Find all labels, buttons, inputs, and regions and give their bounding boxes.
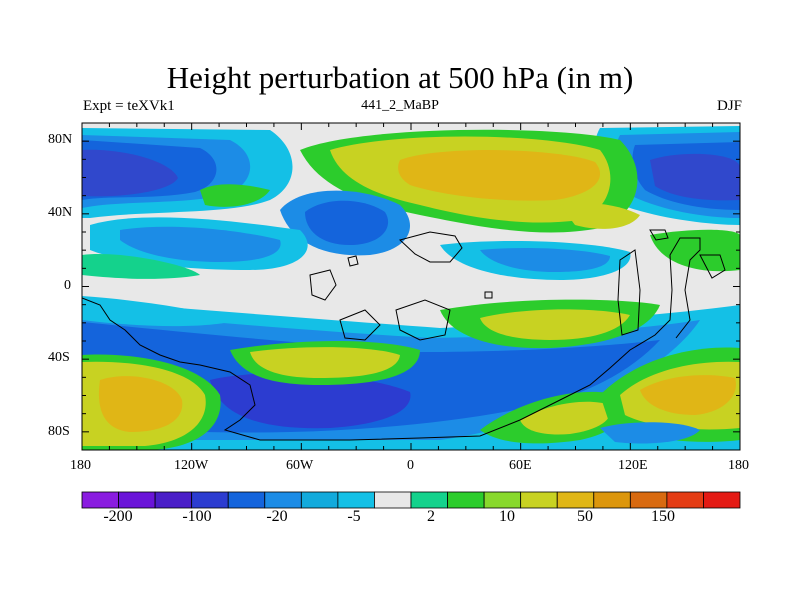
lon-label-120e: 120E <box>618 458 648 473</box>
colorbar-box-5 <box>227 491 266 509</box>
lon-tick-marks <box>81 123 741 450</box>
lat-tick-marks <box>82 122 740 451</box>
season-label: DJF <box>716 98 742 114</box>
colorbar-box-18 <box>703 491 741 509</box>
colorbar <box>81 491 741 509</box>
contour-nh-east-green <box>650 229 740 272</box>
lon-label-60w: 60W <box>286 458 314 473</box>
contour-nh-east-yellow <box>560 203 640 229</box>
colorbar-label-6: 10 <box>499 508 515 525</box>
colorbar-box-8 <box>337 491 375 509</box>
contour-sh-mid-yellow <box>250 347 400 378</box>
lat-label-40n: 40N <box>48 205 73 220</box>
colorbar-label-5: 2 <box>427 508 435 525</box>
colorbar-label-3: -20 <box>266 508 288 525</box>
colorbar-box-15 <box>593 491 631 509</box>
colorbar-box-11 <box>447 491 485 509</box>
lon-label-60e: 60E <box>509 458 532 473</box>
colorbar-box-2 <box>118 491 156 509</box>
contour-field <box>82 123 740 450</box>
contour-sh-far-east-low <box>600 422 700 444</box>
experiment-label: Expt = teXVk1 <box>83 98 175 114</box>
colorbar-box-4 <box>191 491 229 509</box>
colorbar-label-7: 50 <box>577 508 593 525</box>
lon-label-180w: 180 <box>70 458 91 473</box>
map-title: Height perturbation at 500 hPa (in m) <box>166 60 634 95</box>
lon-label-180e: 180 <box>728 458 749 473</box>
colorbar-box-7 <box>300 491 339 509</box>
lat-label-80s: 80S <box>48 424 70 439</box>
contour-nh-atlantic-low-core <box>305 200 389 245</box>
colorbar-box-9 <box>374 491 412 509</box>
contour-nh-central-low-mid <box>480 248 610 272</box>
lon-label-120w: 120W <box>174 458 209 473</box>
contour-nh-pacific-low-mid <box>120 226 281 262</box>
colorbar-box-13 <box>520 491 558 509</box>
colorbar-box-10 <box>410 491 448 509</box>
lat-label-80n: 80N <box>48 132 73 147</box>
contour-sh-low-center <box>210 373 411 429</box>
colorbar-label-8: 150 <box>651 508 675 525</box>
colorbar-box-1 <box>81 491 119 509</box>
contour-sh-far-east-orange <box>640 375 736 415</box>
lat-label-40s: 40S <box>48 350 70 365</box>
run-label: 441_2_MaBP <box>361 98 439 113</box>
lon-label-0: 0 <box>407 458 414 473</box>
lat-label-0: 0 <box>64 278 71 293</box>
contour-sh-east-high-yellow <box>520 401 611 435</box>
colorbar-box-17 <box>666 491 704 509</box>
contour-sh-west-high-orange <box>98 376 183 432</box>
colorbar-label-1: -200 <box>103 508 133 525</box>
colorbar-label-4: -5 <box>347 508 361 525</box>
colorbar-box-14 <box>556 491 595 509</box>
colorbar-box-16 <box>629 491 668 509</box>
colorbar-box-3 <box>154 491 193 509</box>
contour-nh-green-ridge <box>200 184 270 207</box>
colorbar-box-12 <box>483 491 522 509</box>
contour-sh-central-yellow <box>480 309 630 340</box>
contour-nh-west-low-center <box>82 149 178 197</box>
coastlines <box>82 229 726 441</box>
contour-nh-east-low-center <box>650 153 740 201</box>
colorbar-label-2: -100 <box>182 508 212 525</box>
contour-sh-equator-low <box>82 296 240 327</box>
contour-nh-high-orange <box>398 150 601 201</box>
colorbar-box-6 <box>264 491 302 509</box>
contour-nh-pacific-green <box>82 254 200 279</box>
